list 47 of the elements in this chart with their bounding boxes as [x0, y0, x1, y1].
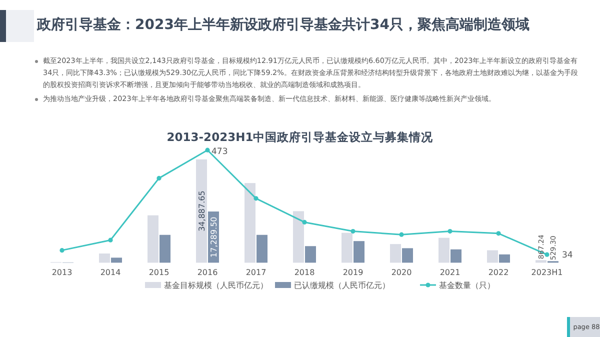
heading: 政府引导基金：2023年上半年新设政府引导基金共计34只，聚焦高端制造领域 [37, 16, 530, 34]
data-label: 34,887.65 [198, 190, 206, 232]
legend-label: 已认缴规模（人民币亿元） [294, 281, 390, 290]
x-tick-label: 2015 [148, 268, 170, 277]
point [350, 228, 356, 234]
bar [244, 183, 256, 263]
bar [293, 211, 304, 263]
x-tick-label: 2019 [342, 268, 364, 277]
point [302, 220, 307, 225]
bar [438, 238, 450, 263]
x-tick-label: 2018 [294, 268, 315, 277]
bar [99, 254, 110, 263]
x-tick-label: 2014 [100, 268, 121, 277]
bar [354, 241, 364, 263]
legend-label: 基金目标规模（人民币亿元） [164, 281, 268, 290]
bar [342, 232, 352, 263]
point [156, 176, 162, 180]
bar [487, 250, 498, 263]
bar [390, 244, 401, 263]
x-tick-label: 2022 [488, 268, 509, 277]
bar [402, 248, 413, 263]
data-label: 17,289.50 [210, 216, 218, 258]
x-tick-label: 2013 [52, 268, 72, 277]
point [254, 196, 258, 201]
x-tick-label: 2016 [197, 268, 218, 277]
point [496, 231, 501, 236]
point [399, 232, 404, 237]
x-tick-label: 2020 [391, 268, 412, 277]
x-tick-label: 2021 [440, 268, 460, 277]
bar [256, 234, 268, 263]
point [60, 248, 64, 253]
x-tick-label: 2017 [246, 268, 266, 277]
data-label: 473 [212, 147, 228, 158]
x-tick-label: 2023H1 [531, 268, 563, 277]
bar [305, 246, 316, 263]
point [108, 238, 113, 242]
point [448, 228, 452, 234]
bar [111, 258, 122, 263]
bar [148, 215, 158, 263]
bar [536, 260, 546, 263]
point [544, 252, 550, 257]
chart-title: 2013-2023H1中国政府引导基金设立与募集情况 [166, 130, 434, 144]
bar [450, 249, 462, 263]
legend-label: 基金数量（只） [439, 281, 495, 290]
data-label: 34 [562, 250, 573, 261]
bar [499, 254, 510, 263]
bar [160, 234, 170, 263]
